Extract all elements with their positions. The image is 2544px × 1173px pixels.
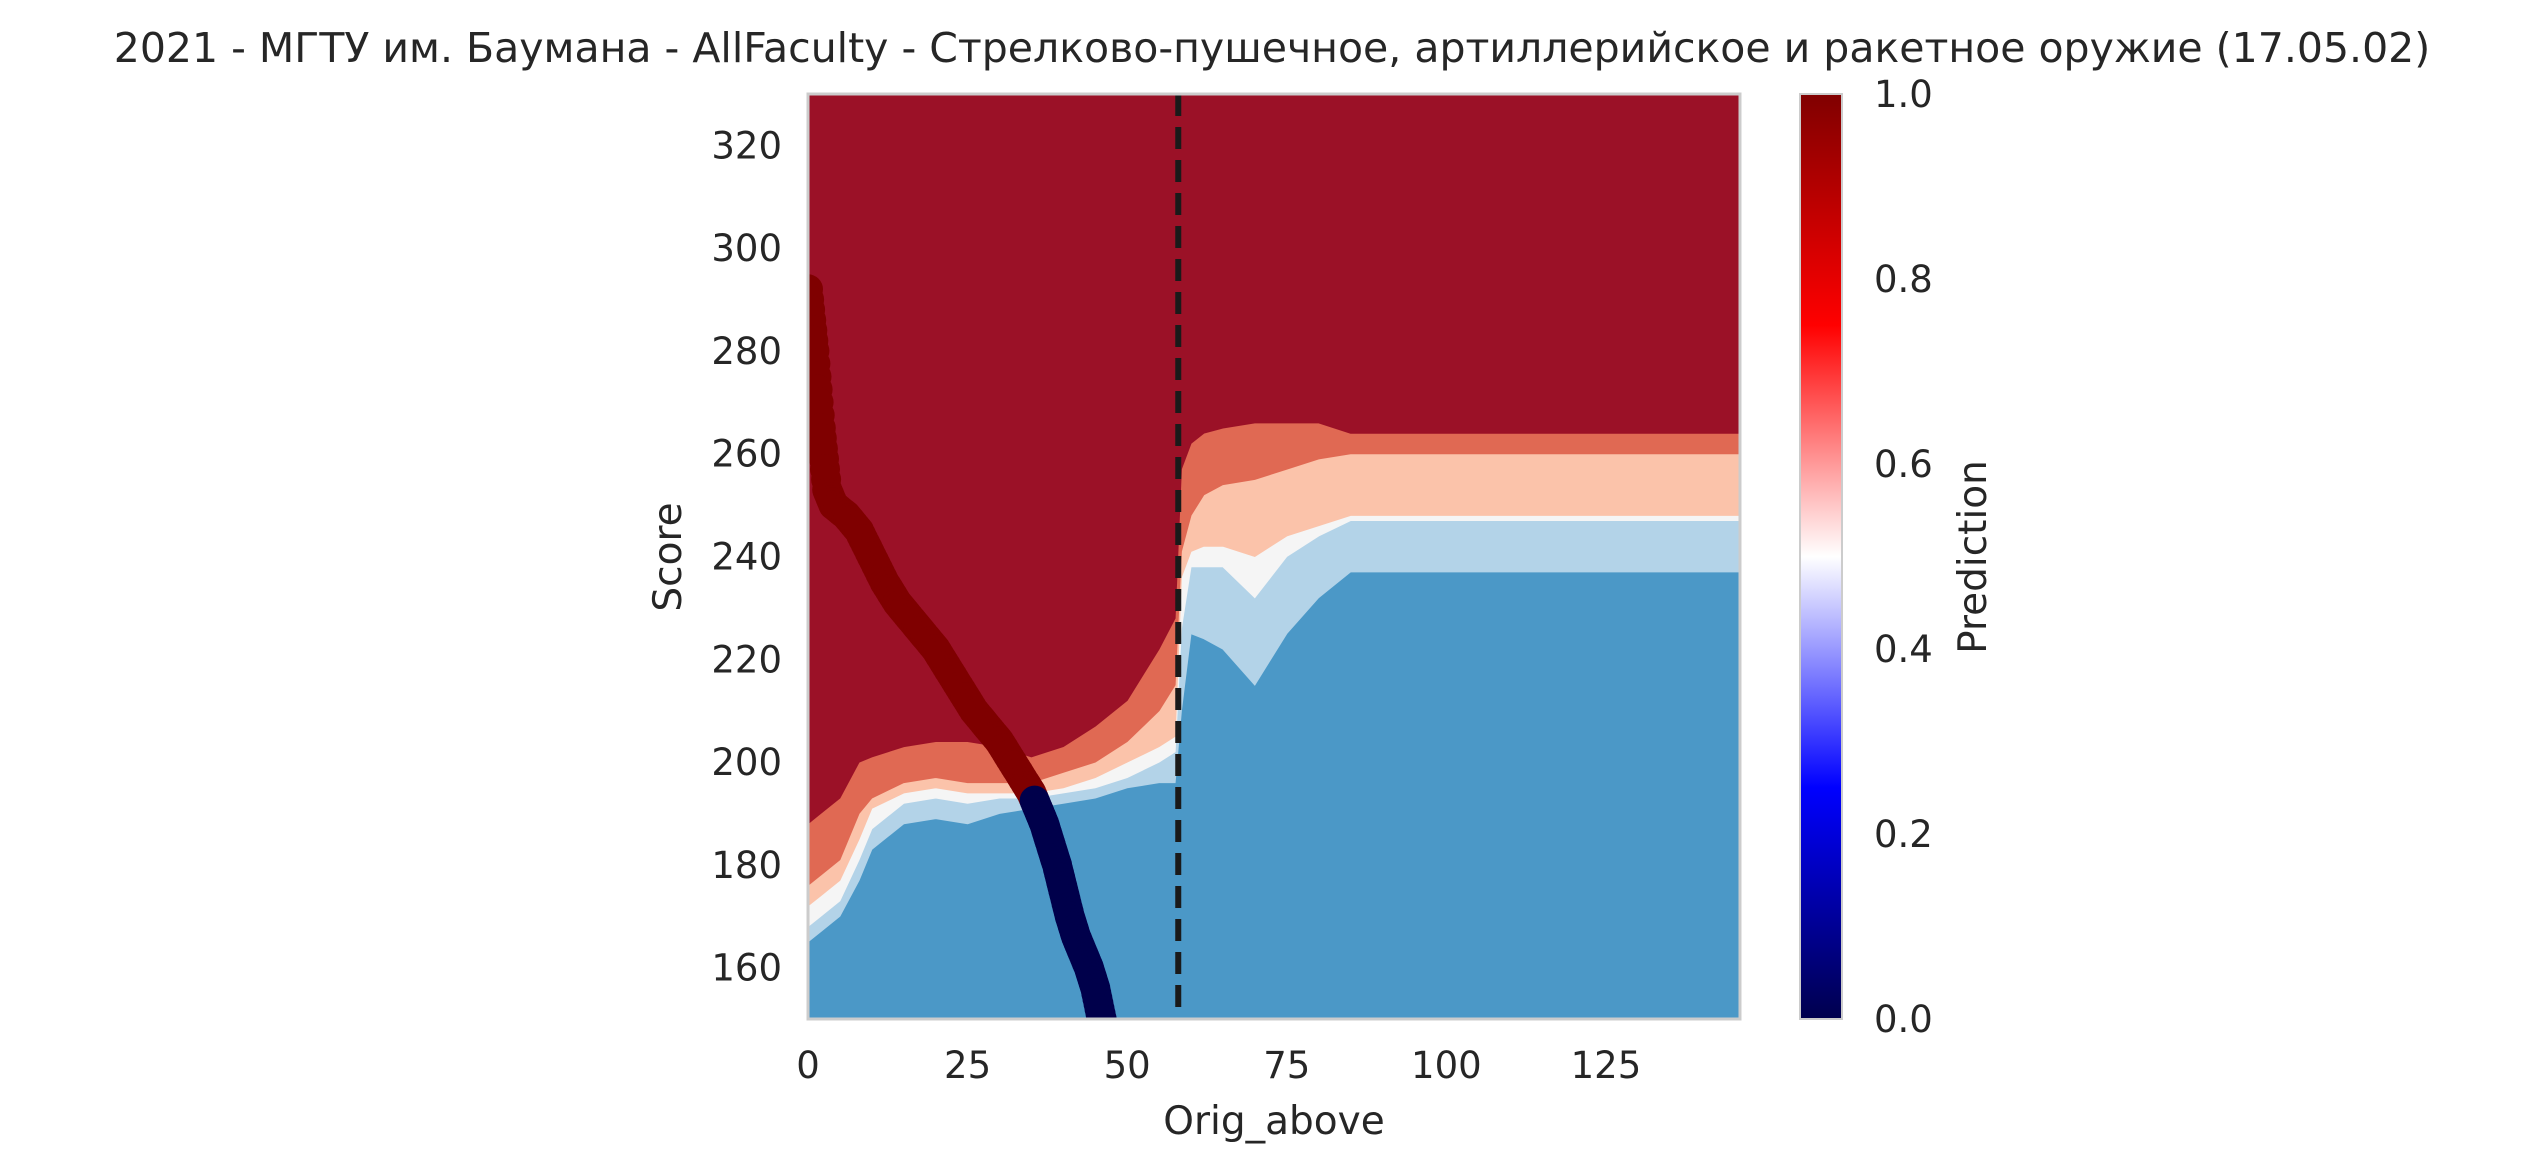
trajectory-point — [1086, 1004, 1117, 1019]
y-tick-label: 260 — [711, 433, 782, 476]
colorbar-tick-labels: 0.0 0.2 0.4 0.6 0.8 1.0 — [1874, 73, 1933, 1041]
colorbar-tick-label: 0.4 — [1874, 628, 1933, 671]
y-tick-labels: 160 180 200 220 240 260 280 300 320 — [711, 124, 782, 989]
plot-area: 0 25 50 75 100 125 160 180 200 220 240 260 280 300 32… — [711, 92, 1742, 1087]
colorbar-gradient — [1799, 93, 1843, 1020]
x-tick-label: 25 — [944, 1044, 991, 1087]
colorbar-tick-label: 1.0 — [1874, 73, 1933, 116]
y-tick-label: 300 — [711, 227, 782, 270]
x-tick-labels: 0 25 50 75 100 125 — [796, 1044, 1641, 1087]
colorbar-label: Prediction — [1951, 460, 1996, 654]
x-tick-label: 0 — [796, 1044, 820, 1087]
y-tick-label: 200 — [711, 741, 782, 784]
y-tick-label: 280 — [711, 330, 782, 373]
x-tick-label: 50 — [1104, 1044, 1151, 1087]
chart-title: 2021 - МГТУ им. Баумана - AllFaculty - С… — [114, 24, 2431, 72]
plot-frame — [806, 92, 1742, 1021]
y-tick-label: 240 — [711, 536, 782, 579]
y-tick-label: 220 — [711, 638, 782, 681]
x-tick-label: 125 — [1571, 1044, 1642, 1087]
colorbar: 0.0 0.2 0.4 0.6 0.8 1.0 Prediction — [1799, 73, 1996, 1041]
y-tick-label: 320 — [711, 124, 782, 167]
x-axis-label: Orig_above — [1163, 1099, 1384, 1144]
y-tick-label: 180 — [711, 844, 782, 887]
colorbar-tick-label: 0.2 — [1874, 813, 1933, 856]
x-tick-label: 100 — [1411, 1044, 1482, 1087]
colorbar-tick-label: 0.6 — [1874, 443, 1933, 486]
y-tick-label: 160 — [711, 947, 782, 990]
colorbar-tick-label: 0.0 — [1874, 998, 1933, 1041]
x-tick-label: 75 — [1263, 1044, 1310, 1087]
colorbar-tick-label: 0.8 — [1874, 258, 1933, 301]
y-axis-label: Score — [646, 502, 691, 611]
